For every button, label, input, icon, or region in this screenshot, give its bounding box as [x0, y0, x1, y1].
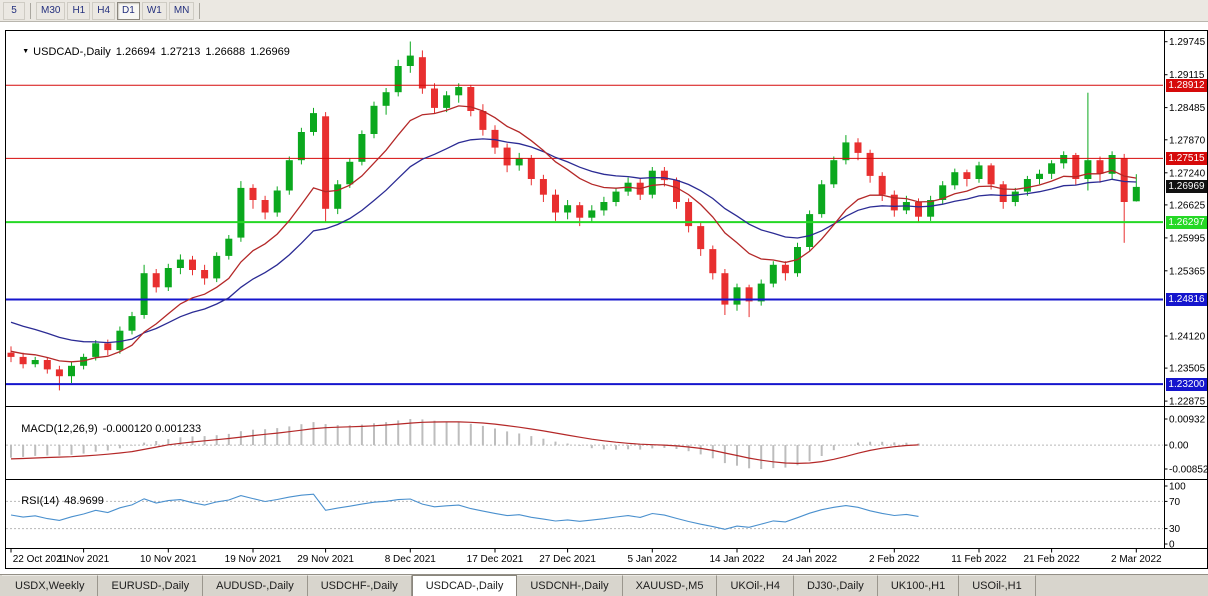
svg-text:19 Nov 2021: 19 Nov 2021 — [225, 554, 282, 565]
price-axis[interactable]: 1.29745 1.29115 1.28485 1.27870 1.27240 1.266… — [1164, 37, 1206, 408]
chart-tab-usdcnh-daily[interactable]: USDCNH-,Daily — [517, 575, 623, 596]
chart-tab-usdcad-daily[interactable]: USDCAD-,Daily — [411, 575, 518, 596]
price-line-badge: 1.26297 — [1166, 215, 1207, 229]
rsi-pane: 100 70 30 0 — [6, 482, 1186, 551]
svg-text:1.29115: 1.29115 — [1169, 70, 1205, 81]
svg-text:17 Dec 2021: 17 Dec 2021 — [467, 554, 524, 565]
svg-text:1.25995: 1.25995 — [1169, 233, 1206, 244]
macd-values: -0.000120 0.001233 — [102, 423, 202, 435]
svg-text:1 Nov 2021: 1 Nov 2021 — [58, 554, 110, 565]
ohlc-open: 1.26694 — [115, 46, 156, 58]
chart-tabbar: USDX,Weekly EURUSD-,Daily AUDUSD-,Daily USD… — [0, 574, 1208, 596]
chart-title: ▼ USDCAD-,Daily 1.26694 1.27213 1.26688 1.269… — [10, 34, 290, 70]
svg-text:21 Feb 2022: 21 Feb 2022 — [1024, 554, 1081, 565]
macd-title: MACD(12,26,9) -0.000120 0.001233 — [9, 411, 201, 447]
svg-text:29 Nov 2021: 29 Nov 2021 — [297, 554, 354, 565]
timeframe-button-mn[interactable]: MN — [168, 1, 195, 20]
svg-text:2 Mar 2022: 2 Mar 2022 — [1111, 554, 1162, 565]
pane-borders — [5, 30, 1208, 569]
ohlc-low: 1.26688 — [205, 46, 246, 58]
svg-text:1.22875: 1.22875 — [1169, 397, 1206, 408]
svg-text:70: 70 — [1169, 497, 1181, 508]
svg-text:-0.00852: -0.00852 — [1169, 465, 1208, 476]
svg-text:1.27240: 1.27240 — [1169, 168, 1206, 179]
svg-text:1.29745: 1.29745 — [1169, 37, 1206, 48]
svg-text:1.28485: 1.28485 — [1169, 103, 1206, 114]
svg-text:1.24120: 1.24120 — [1169, 332, 1206, 343]
macd-pane: 0.00932 0.00 -0.00852 — [6, 415, 1208, 476]
price-line-badge: 1.23200 — [1166, 377, 1207, 391]
price-line-badge: 1.24816 — [1166, 293, 1207, 306]
chart-tab-xauusd-m5[interactable]: XAUUSD-,M5 — [622, 575, 718, 596]
svg-text:0: 0 — [1169, 540, 1175, 551]
svg-text:0.00932: 0.00932 — [1169, 415, 1206, 426]
current-price-badge: 1.26969 — [1166, 180, 1207, 194]
chart-tab-audusd-daily[interactable]: AUDUSD-,Daily — [203, 575, 308, 596]
ohlc-high: 1.27213 — [160, 46, 201, 58]
toolbar-separator — [30, 2, 31, 19]
timeframe-button-h1[interactable]: H1 — [67, 1, 91, 20]
svg-text:0.00: 0.00 — [1169, 441, 1189, 452]
ma-lines — [10, 105, 1137, 363]
chart-tab-dj30-daily[interactable]: DJ30-,Daily — [793, 575, 878, 596]
svg-text:30: 30 — [1169, 524, 1181, 535]
rsi-label: RSI(14) — [21, 495, 60, 507]
svg-text:1.25365: 1.25365 — [1169, 266, 1206, 277]
price-line-badge: 1.28912 — [1166, 78, 1207, 92]
timeframe-toolbar: 5 M30 H1 H4 D1 W1 MN — [0, 0, 1208, 22]
timeframe-button-5[interactable]: 5 — [3, 1, 25, 20]
chart-tab-ukoil-h4[interactable]: UKOil-,H4 — [717, 575, 794, 596]
timeframe-button-h4[interactable]: H4 — [92, 1, 116, 20]
chart-tab-usoil-h1[interactable]: USOil-,H1 — [959, 575, 1036, 596]
horizontal-lines[interactable] — [6, 84, 1163, 386]
svg-text:14 Jan 2022: 14 Jan 2022 — [709, 554, 764, 565]
svg-text:10 Nov 2021: 10 Nov 2021 — [140, 554, 197, 565]
svg-text:11 Feb 2022: 11 Feb 2022 — [951, 554, 1007, 565]
svg-text:27 Dec 2021: 27 Dec 2021 — [539, 554, 596, 565]
svg-text:22 Oct 2021: 22 Oct 2021 — [13, 554, 68, 565]
chart-tab-usdx-weekly[interactable]: USDX,Weekly — [2, 575, 99, 596]
svg-text:2 Feb 2022: 2 Feb 2022 — [869, 554, 920, 565]
chart-tab-uk100-h1[interactable]: UK100-,H1 — [877, 575, 960, 596]
timeframe-button-m30[interactable]: M30 — [36, 1, 66, 20]
timeframe-button-w1[interactable]: W1 — [141, 1, 167, 20]
chart-tab-usdchf-daily[interactable]: USDCHF-,Daily — [307, 575, 412, 596]
svg-text:5 Jan 2022: 5 Jan 2022 — [628, 554, 678, 565]
svg-text:1.26625: 1.26625 — [1169, 200, 1206, 211]
svg-text:24 Jan 2022: 24 Jan 2022 — [782, 554, 837, 565]
price-line-badge: 1.27515 — [1166, 151, 1207, 165]
toolbar-separator — [199, 2, 201, 19]
svg-text:8 Dec 2021: 8 Dec 2021 — [385, 554, 437, 565]
ohlc-close: 1.26969 — [250, 46, 290, 58]
macd-label: MACD(12,26,9) — [21, 423, 98, 435]
rsi-value: 48.9699 — [64, 495, 104, 507]
chart-tab-eurusd-daily[interactable]: EURUSD-,Daily — [98, 575, 204, 596]
chart-symbol-label: USDCAD-,Daily — [33, 46, 111, 58]
svg-text:100: 100 — [1169, 482, 1186, 493]
candles-layer — [7, 41, 1140, 391]
symbol-dropdown-icon[interactable]: ▼ — [22, 48, 30, 55]
timeframe-button-d1[interactable]: D1 — [117, 1, 140, 20]
svg-text:1.27870: 1.27870 — [1169, 135, 1206, 146]
rsi-title: RSI(14) 48.9699 — [9, 483, 104, 519]
svg-text:1.23505: 1.23505 — [1169, 364, 1206, 375]
